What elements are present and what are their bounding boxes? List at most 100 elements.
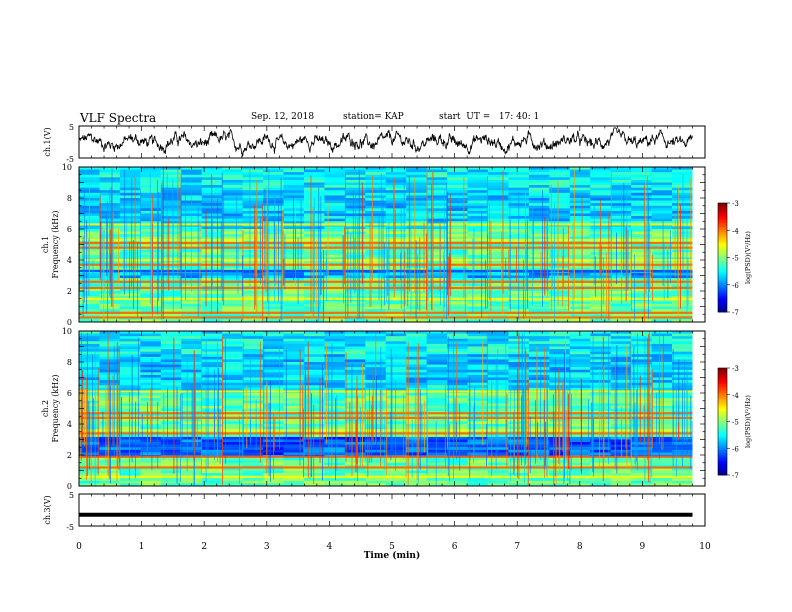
- ch1-cell: [549, 200, 571, 204]
- ch2-cell: [631, 382, 652, 386]
- ch1-cell: [324, 198, 346, 201]
- ch1-cell: [140, 192, 162, 196]
- ch1-cell: [303, 314, 325, 318]
- ch2-cell: [303, 356, 325, 360]
- ch1-cell: [344, 293, 366, 297]
- ch1-cell: [201, 288, 223, 292]
- ch1-cell: [324, 192, 346, 196]
- ch1-cell: [467, 296, 489, 300]
- ch1-cell: [160, 229, 182, 232]
- ch1-cell: [365, 314, 387, 318]
- ch2-cell: [222, 467, 243, 471]
- ch2-cell: [385, 372, 407, 376]
- ch1-cell: [222, 213, 243, 217]
- ch1-cell: [467, 254, 489, 258]
- ch2-cell: [385, 403, 407, 407]
- ch2-cell: [324, 426, 346, 430]
- ch1-cell: [119, 210, 141, 214]
- ch1-cell: [119, 185, 141, 188]
- ch2-cell: [303, 424, 325, 427]
- ch1-cell: [283, 192, 305, 196]
- ch1-cell: [344, 182, 366, 186]
- ch2-cell: [263, 400, 284, 404]
- ch1-cell: [201, 291, 223, 294]
- ch1-cell: [487, 296, 509, 300]
- ch2-cell: [181, 426, 203, 430]
- ch2-cell: [222, 364, 243, 368]
- ch2-cell: [160, 426, 182, 430]
- ch2-cell: [181, 398, 203, 402]
- ch1-cell: [242, 275, 264, 279]
- ch2-cell: [222, 380, 243, 383]
- ch1-cell: [140, 309, 162, 312]
- ch2-cell: [569, 377, 591, 381]
- ch1-cell: [263, 229, 284, 232]
- ch1-cell: [569, 210, 591, 214]
- ch2-cell: [406, 470, 428, 474]
- ch1-cell: [140, 210, 162, 214]
- ch1-cell: [549, 278, 571, 281]
- ch2-cell: [344, 452, 366, 456]
- ch1-cell: [672, 200, 693, 204]
- ch1-cell: [242, 190, 264, 194]
- ch1-cell: [508, 319, 530, 323]
- ch1-cell: [528, 265, 550, 269]
- ch2-cell: [283, 393, 305, 396]
- ch2-cell: [303, 434, 325, 438]
- ch2-cell: [447, 349, 468, 352]
- ch1-cell: [467, 179, 489, 183]
- ch2-cell: [467, 395, 489, 399]
- ch2-cell: [406, 343, 428, 347]
- ch1-cell: [140, 226, 162, 230]
- ch1-cell: [263, 293, 284, 297]
- ch2-cell: [631, 405, 652, 409]
- ch2-cell: [283, 408, 305, 412]
- ch2-cell: [385, 400, 407, 404]
- ch2-cell: [344, 470, 366, 474]
- ch2-cell: [569, 447, 591, 451]
- ch1-cell: [99, 195, 121, 199]
- ch1-cell: [222, 236, 243, 240]
- ch2-cell: [610, 413, 632, 417]
- ch2-cell: [99, 449, 121, 453]
- ch1-cell: [651, 210, 673, 214]
- ch1-cell: [426, 293, 448, 297]
- ch2-cell: [426, 359, 448, 363]
- ch2-cell: [242, 449, 264, 453]
- ch2-cell: [508, 478, 530, 482]
- ch2-cell: [119, 349, 141, 352]
- ch1-cell: [672, 319, 693, 323]
- ch1-cell: [201, 314, 223, 318]
- ch1-cell: [160, 179, 182, 183]
- ch2-cell: [528, 400, 550, 404]
- ch2-cell: [201, 434, 223, 438]
- ch1-cell: [569, 208, 591, 212]
- ch1-cell: [528, 221, 550, 225]
- ch1-cell: [467, 187, 489, 191]
- ch2-cell: [263, 405, 284, 409]
- ch1-colorbar-step: [718, 284, 727, 287]
- ch2-cell: [303, 478, 325, 482]
- ch2-cell: [324, 356, 346, 360]
- ch2-cell: [487, 449, 509, 453]
- ch1-band: [79, 241, 693, 245]
- ch1-cell: [263, 174, 284, 178]
- ch2-cell: [119, 351, 141, 355]
- ch1-cell: [160, 182, 182, 186]
- ch1-cell: [365, 226, 387, 230]
- ch2-cell: [365, 462, 387, 466]
- ch2-cell: [160, 359, 182, 363]
- ch2-cell: [263, 382, 284, 386]
- ch2-cell: [467, 470, 489, 474]
- ch1-cell: [79, 169, 100, 173]
- ch1-cell: [283, 187, 305, 191]
- ch2-cell: [385, 449, 407, 453]
- ch1-cell: [569, 229, 591, 232]
- ch1-cell: [610, 291, 632, 294]
- ch1-cell: [344, 177, 366, 181]
- ch2-cell: [181, 418, 203, 422]
- ch2-cell: [344, 421, 366, 425]
- ch2-cell: [426, 452, 448, 456]
- ch2-cell: [140, 460, 162, 464]
- ch2-cell: [672, 470, 693, 474]
